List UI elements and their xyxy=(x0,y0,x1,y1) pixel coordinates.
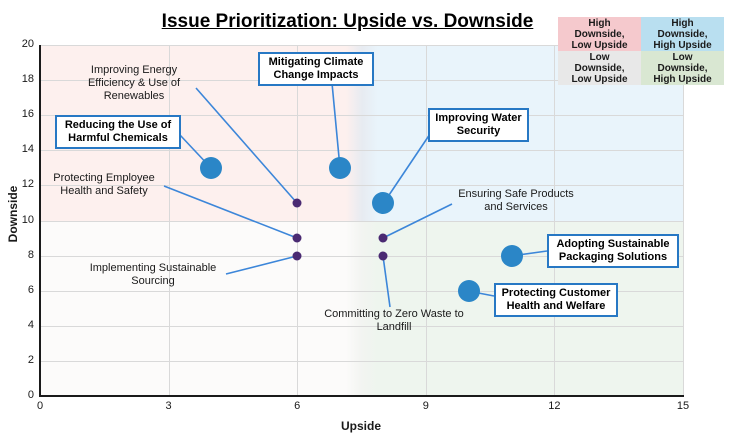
gridline-y-4 xyxy=(40,325,683,327)
x-tick-6: 6 xyxy=(294,400,301,412)
data-point-protecting-customer-health-and-welfare[interactable] xyxy=(457,279,480,302)
y-tick-6: 6 xyxy=(27,283,34,296)
y-tick-20: 20 xyxy=(21,38,34,50)
callout-reducing-harmful-chemicals: Reducing the Use of Harmful Chemicals xyxy=(55,115,181,149)
legend-cell-high-downside-low-upside: High Downside, Low Upside xyxy=(558,17,641,51)
data-point-improving-energy-efficiency-use-of-renewables[interactable] xyxy=(292,198,302,208)
gridline-y-16 xyxy=(40,115,683,117)
legend-cell-high-downside-high-upside: High Downside, High Upside xyxy=(641,17,724,51)
y-tick-18: 18 xyxy=(21,73,34,86)
y-tick-0: 0 xyxy=(27,389,34,401)
callout-improving-water-security: Improving Water Security xyxy=(428,108,529,142)
gridline-y-8 xyxy=(40,255,683,257)
x-tick-12: 12 xyxy=(548,400,561,412)
data-point-protecting-employee-health-and-safety[interactable] xyxy=(292,233,302,243)
y-tick-12: 12 xyxy=(21,178,34,191)
y-tick-14: 14 xyxy=(21,143,34,156)
data-point-committing-to-zero-waste-to-landfill[interactable] xyxy=(378,251,388,261)
quadrant-blend-bottom xyxy=(346,221,378,396)
x-tick-0: 0 xyxy=(36,400,44,412)
y-tick-16: 16 xyxy=(21,108,34,121)
x-tick-15: 15 xyxy=(676,400,690,412)
gridline-y-10 xyxy=(40,220,683,222)
legend-cell-low-downside-low-upside: Low Downside, Low Upside xyxy=(558,51,641,85)
gridline-y-2 xyxy=(40,360,683,362)
callout-sustainable-packaging: Adopting Sustainable Packaging Solutions xyxy=(547,234,679,268)
y-tick-8: 8 xyxy=(27,248,34,261)
gridline-x-15 xyxy=(683,45,684,396)
data-point-mitigating-climate-change-impacts[interactable] xyxy=(329,156,352,179)
y-tick-2: 2 xyxy=(27,353,34,366)
quadrant-low-downside-low-upside xyxy=(40,221,361,396)
gridline-y-6 xyxy=(40,290,683,292)
quadrant-legend: High Downside, Low Upside High Downside,… xyxy=(558,17,724,85)
y-tick-4: 4 xyxy=(27,318,34,331)
chart-title: Issue Prioritization: Upside vs. Downsid… xyxy=(161,11,534,32)
label-employee-health-safety: Protecting Employee Health and Safety xyxy=(53,172,155,197)
gridline-y-20 xyxy=(40,45,683,46)
x-axis-title: Upside xyxy=(340,419,381,433)
label-sustainable-sourcing: Implementing Sustainable Sourcing xyxy=(89,262,217,287)
data-point-ensuring-safe-products-and-services[interactable] xyxy=(378,233,388,243)
data-point-implementing-sustainable-sourcing[interactable] xyxy=(292,251,302,261)
data-point-reducing-the-use-of-harmful-chemicals[interactable] xyxy=(200,156,223,179)
x-axis-line xyxy=(39,395,684,397)
label-zero-waste-landfill: Committing to Zero Waste to Landfill xyxy=(324,308,464,333)
callout-customer-health-welfare: Protecting Customer Health and Welfare xyxy=(494,283,618,317)
y-tick-10: 10 xyxy=(21,213,34,226)
x-tick-3: 3 xyxy=(165,400,172,412)
callout-mitigating-climate-change: Mitigating Climate Change Impacts xyxy=(258,52,374,86)
data-point-adopting-sustainable-packaging-solutions[interactable] xyxy=(500,244,523,267)
label-safe-products-services: Ensuring Safe Products and Services xyxy=(458,188,574,213)
data-point-improving-water-security[interactable] xyxy=(371,191,394,214)
gridline-y-12 xyxy=(40,185,683,187)
x-tick-9: 9 xyxy=(422,400,429,412)
label-energy-efficiency-renewables: Improving Energy Efficiency & Use of Ren… xyxy=(87,64,181,102)
y-axis-line xyxy=(39,45,41,396)
legend-cell-low-downside-high-upside: Low Downside, High Upside xyxy=(641,51,724,85)
gridline-y-14 xyxy=(40,150,683,152)
